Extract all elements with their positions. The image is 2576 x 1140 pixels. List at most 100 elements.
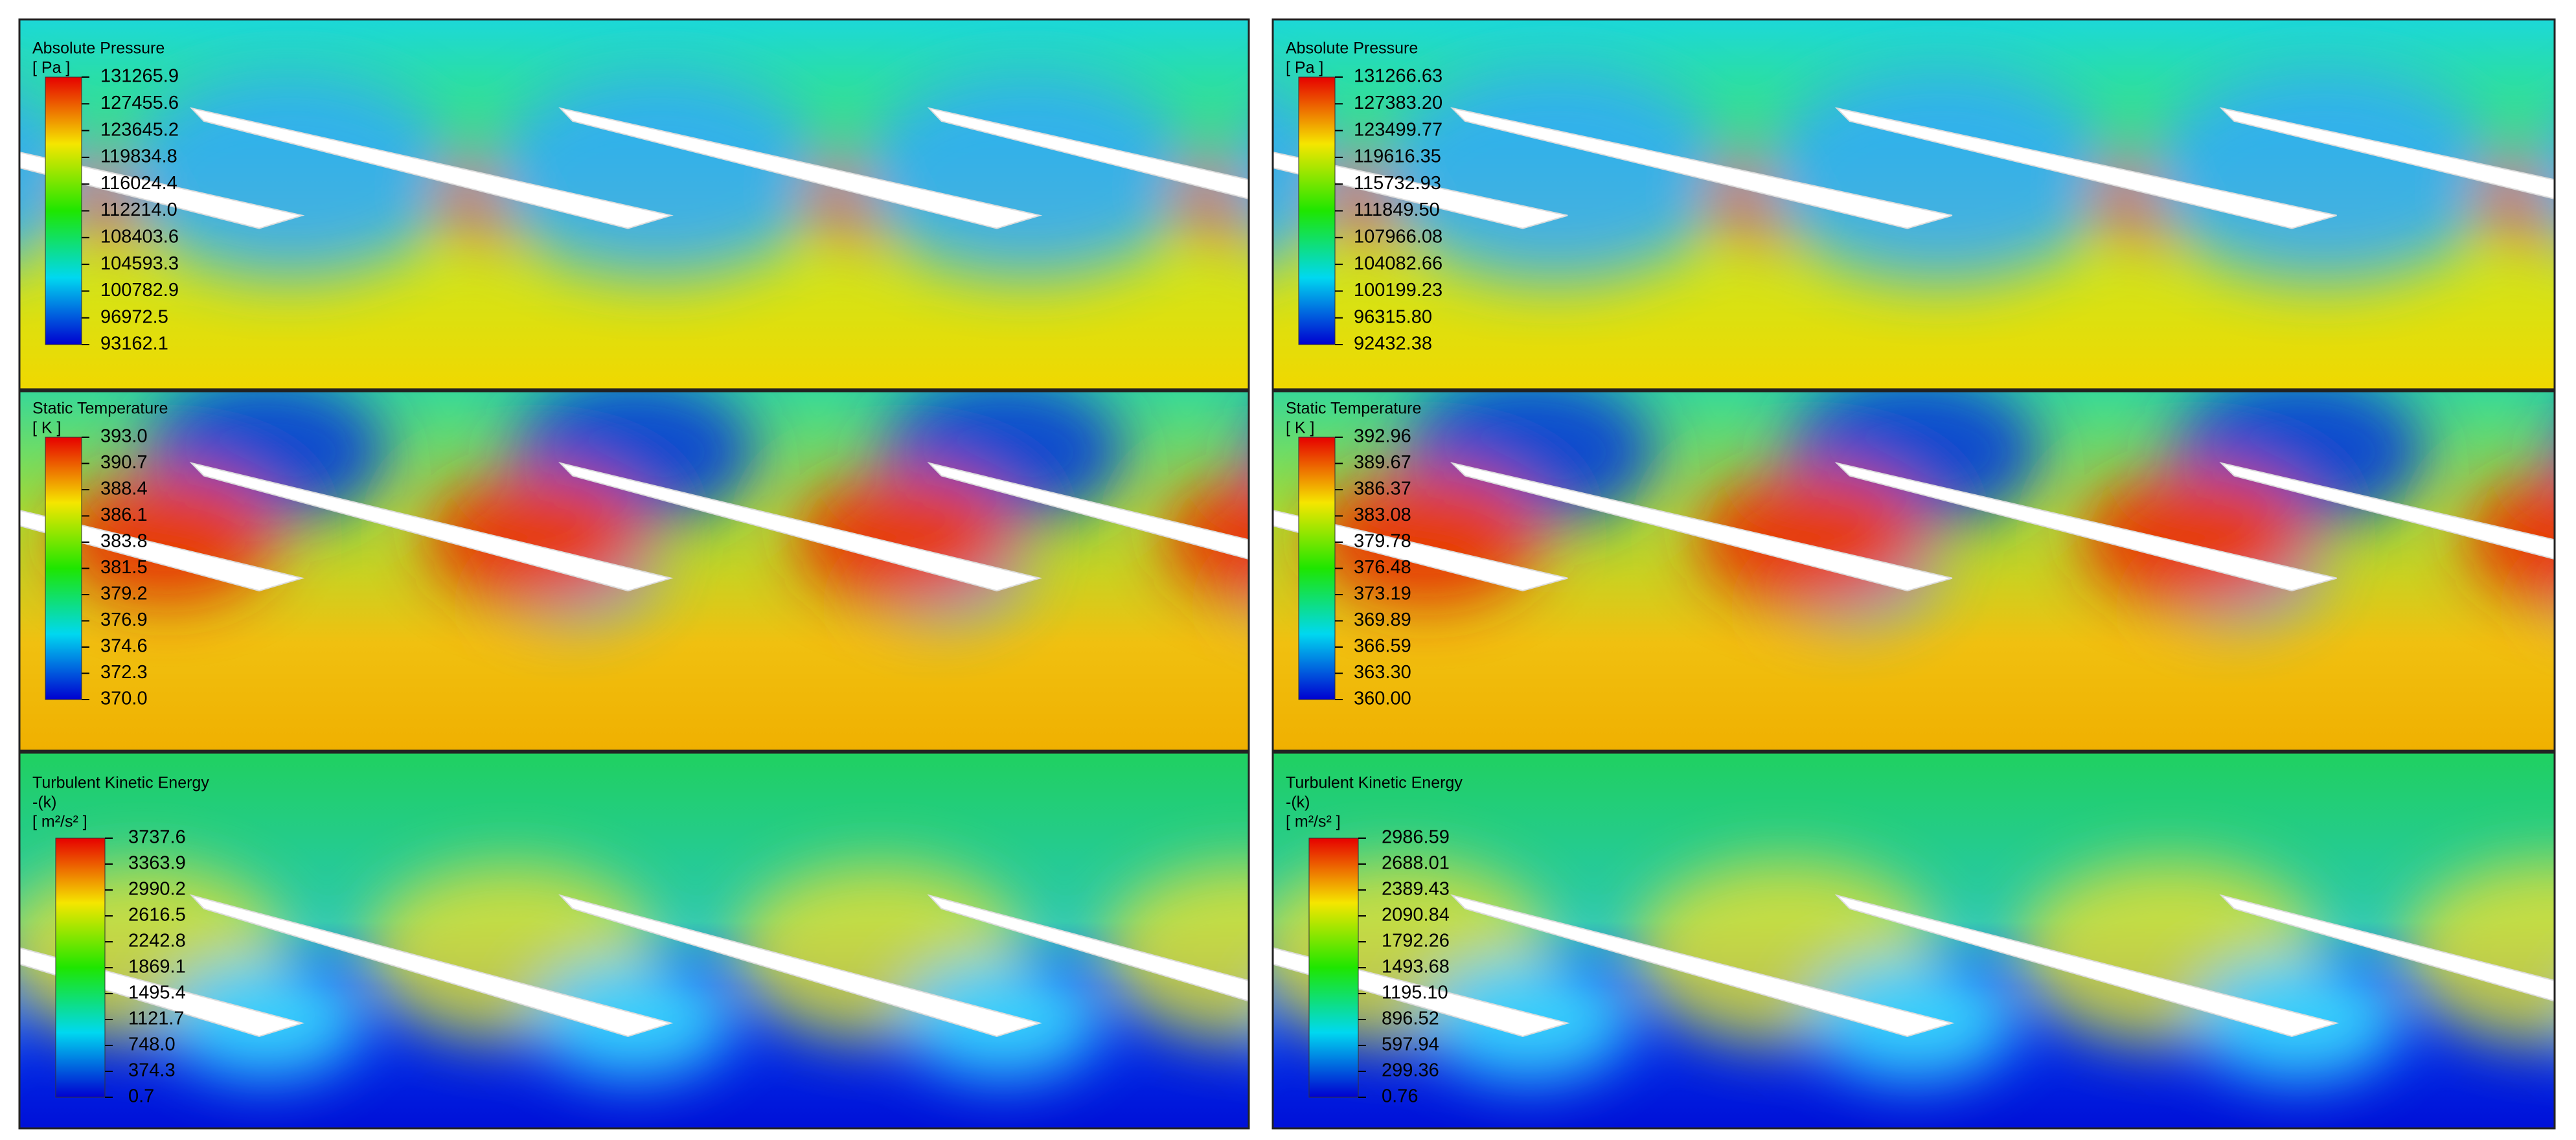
field-blob bbox=[1760, 67, 2119, 283]
contour-field bbox=[19, 19, 1249, 389]
blade bbox=[558, 107, 1043, 229]
colorbar-label: 379.78 bbox=[1354, 531, 1411, 552]
contour-panel: Static Temperature[ K ] 392.96 389.67 386.3… bbox=[1271, 390, 2556, 752]
colorbar-label: 299.36 bbox=[1382, 1060, 1439, 1081]
colorbar-label: 1121.7 bbox=[128, 1009, 185, 1029]
colorbar-label: 96315.80 bbox=[1354, 306, 1432, 327]
colorbar-label: 389.67 bbox=[1354, 452, 1411, 473]
legend-title: Turbulent Kinetic Energy bbox=[1286, 774, 1463, 792]
field-blob bbox=[1224, 121, 1249, 228]
contour-panel: Absolute Pressure[ Pa ] 131266.63 127383.2… bbox=[1271, 18, 2576, 391]
colorbar-label: 374.6 bbox=[100, 636, 148, 657]
colorbar-label: 116024.4 bbox=[100, 173, 177, 194]
colorbar-label: 896.52 bbox=[1382, 1009, 1439, 1029]
blade bbox=[1834, 462, 2337, 592]
blade bbox=[927, 107, 1249, 200]
blade bbox=[927, 462, 1249, 560]
blade bbox=[1834, 894, 2340, 1037]
colorbar-label: 3737.6 bbox=[128, 827, 186, 848]
contour-panel: Turbulent Kinetic Energy-(k)[ m²/s² ] 373… bbox=[18, 751, 1250, 1130]
panel-border bbox=[1271, 751, 2556, 1130]
field-blob bbox=[2568, 165, 2576, 273]
colorbar-label: 381.5 bbox=[100, 557, 148, 578]
colorbar-label: 2090.84 bbox=[1382, 905, 1450, 926]
contour-panel: Absolute Pressure[ Pa ] 131265.9 127455.6 1… bbox=[18, 18, 1250, 391]
legend-title: Absolute Pressure bbox=[1286, 40, 1418, 58]
colorbar-label: 104593.3 bbox=[100, 253, 179, 274]
blade bbox=[2219, 894, 2555, 1002]
colorbar bbox=[45, 437, 82, 700]
colorbar-label: 0.76 bbox=[1382, 1086, 1418, 1107]
colorbar-label: 115732.93 bbox=[1354, 173, 1441, 194]
legend-subtitle: -(k) bbox=[32, 793, 56, 812]
legend-unit: [ Pa ] bbox=[1286, 59, 1323, 77]
colorbar-label: 3363.9 bbox=[128, 853, 186, 874]
colorbar-label: 393.0 bbox=[100, 426, 148, 447]
contour-panel: Turbulent Kinetic Energy-(k)[ m²/s² ] 298… bbox=[1271, 751, 2556, 1130]
contour-panel: Static Temperature[ K ] 393.0 390.7 388.4 38… bbox=[18, 390, 1250, 752]
legend-unit: [ Pa ] bbox=[32, 59, 70, 77]
blade bbox=[1450, 462, 1953, 592]
colorbar bbox=[1308, 838, 1359, 1098]
colorbar-label: 0.7 bbox=[128, 1086, 154, 1107]
blade bbox=[1450, 894, 1955, 1037]
field-blob bbox=[2529, 119, 2555, 231]
colorbar-label: 748.0 bbox=[128, 1034, 176, 1055]
colorbar-label: 597.94 bbox=[1382, 1034, 1439, 1055]
blade bbox=[189, 462, 674, 592]
colorbar-label: 370.0 bbox=[100, 689, 148, 709]
contour-field bbox=[19, 391, 1249, 751]
colorbar-label: 123499.77 bbox=[1354, 119, 1442, 140]
colorbar-label: 104082.66 bbox=[1354, 253, 1442, 274]
field-blob bbox=[855, 71, 1200, 279]
blade bbox=[189, 894, 674, 1037]
colorbar-label: 376.9 bbox=[100, 610, 148, 630]
panel-border bbox=[18, 751, 1250, 1130]
panel-border bbox=[1271, 390, 2556, 752]
colorbar-label: 2242.8 bbox=[128, 931, 186, 952]
colorbar-label: 366.59 bbox=[1354, 636, 1411, 657]
legend-subtitle: -(k) bbox=[1286, 793, 1310, 812]
colorbar-label: 2389.43 bbox=[1382, 879, 1450, 900]
field-blob bbox=[117, 71, 462, 279]
blade bbox=[927, 894, 1249, 1002]
colorbar-label: 388.4 bbox=[100, 479, 148, 499]
colorbar-label: 373.19 bbox=[1354, 584, 1411, 604]
colorbar-label: 383.08 bbox=[1354, 505, 1411, 525]
field-blob bbox=[2144, 67, 2503, 283]
blade bbox=[2219, 462, 2555, 560]
colorbar-label: 119616.35 bbox=[1354, 146, 1441, 167]
colorbar-label: 100782.9 bbox=[100, 280, 179, 301]
colorbar-label: 107966.08 bbox=[1354, 226, 1442, 247]
panel-border bbox=[18, 390, 1250, 752]
legend-title: Turbulent Kinetic Energy bbox=[32, 774, 209, 792]
colorbar-label: 2616.5 bbox=[128, 905, 186, 926]
colorbar-label: 92432.38 bbox=[1354, 334, 1432, 354]
colorbar-label: 2688.01 bbox=[1382, 853, 1450, 874]
panel-border bbox=[18, 18, 1250, 391]
colorbar-label: 383.8 bbox=[100, 531, 148, 552]
colorbar-label: 1495.4 bbox=[128, 983, 186, 1003]
colorbar-label: 111849.50 bbox=[1354, 200, 1440, 220]
legend-title: Static Temperature bbox=[1286, 400, 1421, 418]
colorbar-label: 127383.20 bbox=[1354, 93, 1442, 113]
colorbar-label: 372.3 bbox=[100, 662, 148, 683]
blade bbox=[19, 509, 305, 592]
colorbar-label: 374.3 bbox=[128, 1060, 176, 1081]
colorbar-label: 100199.23 bbox=[1354, 280, 1442, 301]
colorbar-label: 96972.5 bbox=[100, 306, 168, 327]
contour-field bbox=[19, 753, 1249, 1128]
legend-title: Static Temperature bbox=[32, 400, 168, 418]
colorbar-label: 386.37 bbox=[1354, 479, 1411, 499]
blade bbox=[558, 462, 1043, 592]
colorbar-label: 379.2 bbox=[100, 584, 148, 604]
contour-field bbox=[1273, 19, 2576, 389]
colorbar-label: 376.48 bbox=[1354, 557, 1411, 578]
blade bbox=[558, 894, 1042, 1037]
colorbar-label: 363.30 bbox=[1354, 662, 1411, 683]
field-blob bbox=[2400, 859, 2555, 1044]
blade bbox=[1834, 107, 2337, 229]
blade bbox=[2219, 107, 2555, 200]
field-blob bbox=[486, 71, 831, 279]
